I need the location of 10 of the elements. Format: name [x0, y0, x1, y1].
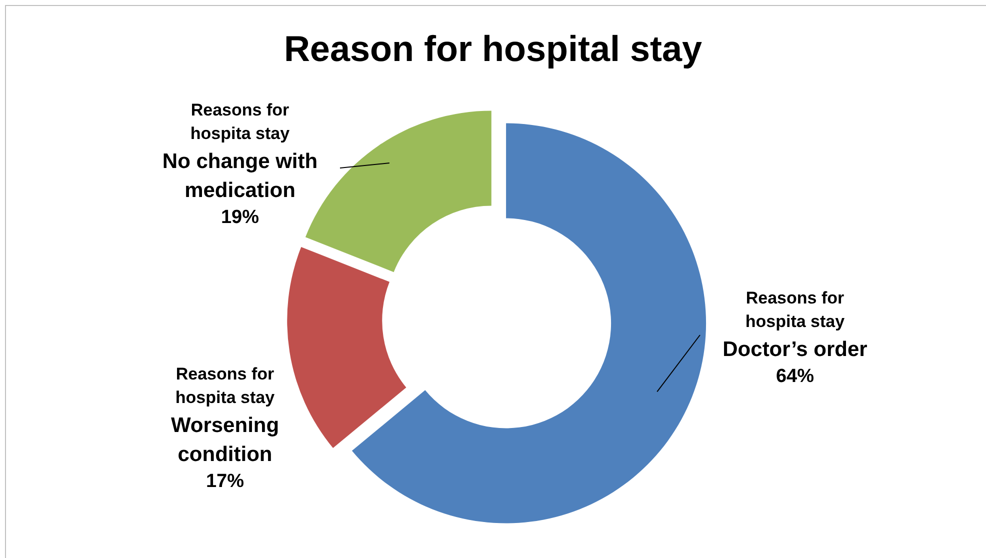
slice-label: Worsening condition: [170, 414, 280, 466]
data-label: 64%: [776, 366, 814, 388]
text: Reasons for hospita stay: [745, 288, 845, 331]
data-label: 19%: [220, 207, 260, 228]
text: Reasons for hospita stay: [190, 100, 290, 143]
slice-label: Doctor’s order: [722, 338, 868, 361]
chart-title: Reason for hospital stay: [282, 28, 704, 70]
slice-label: Reasons for hospita stay: [175, 364, 276, 407]
data-label: 17%: [206, 471, 244, 492]
slice-label: No change with medication: [162, 150, 318, 202]
